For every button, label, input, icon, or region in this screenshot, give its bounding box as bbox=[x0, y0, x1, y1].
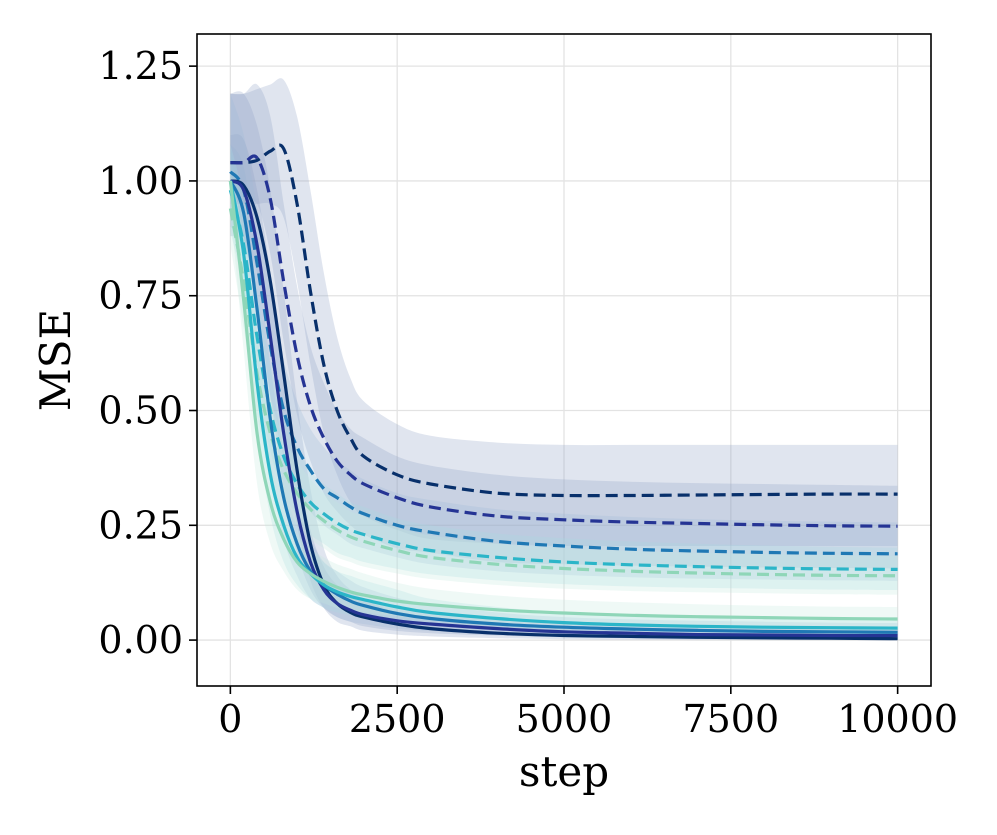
solid-series-line-2 bbox=[228, 180, 898, 634]
x-tick-label-3: 7500 bbox=[682, 697, 779, 741]
dashed-series-line-6 bbox=[230, 154, 898, 528]
dashed-series-band-6 bbox=[230, 83, 898, 569]
dashed-series-band-7 bbox=[230, 93, 898, 581]
x-tick-label-1: 2500 bbox=[349, 697, 446, 741]
axis-ticks: 0 2500 5000 7500 10000 0.00 0.25 0.50 0.75 1.00 1.… bbox=[98, 44, 958, 741]
grid bbox=[197, 34, 931, 686]
solid-series-line-4 bbox=[228, 180, 898, 621]
y-axis-label: MSE bbox=[31, 309, 80, 411]
solid-series-line-0 bbox=[229, 179, 898, 641]
x-tick-label-0: 0 bbox=[218, 697, 242, 741]
dashed-series-band-5 bbox=[230, 78, 898, 547]
dashed-series-line-5 bbox=[230, 143, 898, 498]
y-tick-label-3: 0.75 bbox=[98, 274, 183, 318]
y-tick-label-4: 1.00 bbox=[98, 159, 183, 203]
confidence-bands bbox=[230, 78, 898, 641]
y-tick-label-2: 0.50 bbox=[98, 389, 183, 433]
x-tick-label-4: 10000 bbox=[837, 697, 958, 741]
solid-series-line-3 bbox=[228, 180, 898, 630]
solid-series-band-4 bbox=[230, 153, 898, 629]
y-tick-label-5: 1.25 bbox=[98, 44, 183, 88]
x-tick-label-2: 5000 bbox=[516, 697, 613, 741]
solid-series-line-1 bbox=[229, 179, 898, 638]
x-axis-label: step bbox=[519, 747, 609, 796]
y-tick-label-1: 0.25 bbox=[98, 503, 183, 547]
series-lines bbox=[228, 143, 898, 641]
y-tick-label-0: 0.00 bbox=[98, 618, 183, 662]
